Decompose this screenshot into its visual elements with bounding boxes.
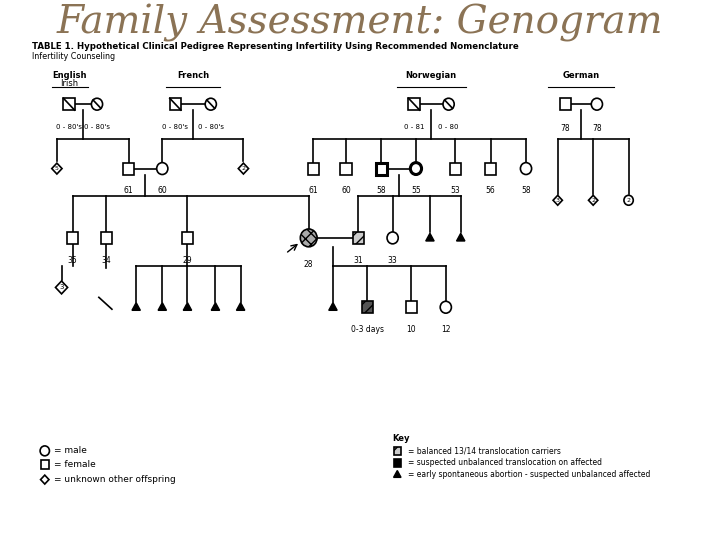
Circle shape	[440, 301, 451, 313]
Bar	[353, 232, 364, 244]
Polygon shape	[588, 195, 598, 205]
Text: Key: Key	[392, 435, 410, 443]
Text: 56: 56	[486, 186, 495, 195]
Text: 2: 2	[626, 198, 631, 202]
Text: 33: 33	[388, 256, 397, 265]
Text: 53: 53	[450, 186, 460, 195]
Text: German: German	[562, 71, 600, 80]
Text: Irish: Irish	[60, 79, 78, 89]
Text: = balanced 13/14 translocation carriers: = balanced 13/14 translocation carriers	[408, 447, 562, 455]
Text: 78: 78	[560, 124, 570, 133]
Polygon shape	[55, 281, 68, 294]
Text: 61: 61	[124, 186, 133, 195]
Bar	[67, 232, 78, 244]
Text: 0 - 80's: 0 - 80's	[56, 124, 82, 130]
Circle shape	[40, 446, 50, 456]
Text: 2: 2	[241, 166, 246, 171]
Polygon shape	[329, 302, 337, 310]
Bar	[182, 232, 193, 244]
Text: 0 - 80: 0 - 80	[438, 124, 459, 130]
Polygon shape	[394, 470, 401, 477]
Polygon shape	[184, 302, 192, 310]
Text: 34: 34	[102, 256, 111, 265]
Text: = unknown other offspring: = unknown other offspring	[54, 475, 176, 484]
Text: TABLE 1. Hypothetical Clinical Pedigree Representing Infertility Using Recommend: TABLE 1. Hypothetical Clinical Pedigree …	[32, 42, 518, 51]
Bar	[63, 98, 75, 110]
Polygon shape	[52, 163, 62, 174]
Circle shape	[300, 229, 317, 247]
Bar	[449, 163, 461, 174]
Polygon shape	[132, 302, 140, 310]
Text: 2: 2	[591, 198, 595, 202]
Text: 58: 58	[377, 186, 386, 195]
Text: 0 - 80's: 0 - 80's	[198, 124, 224, 130]
Text: 58: 58	[521, 186, 531, 195]
Text: 78: 78	[592, 124, 602, 133]
Circle shape	[157, 163, 168, 174]
Bar	[559, 98, 571, 110]
Polygon shape	[553, 195, 562, 205]
Polygon shape	[426, 233, 434, 241]
Circle shape	[443, 98, 454, 110]
Bar	[101, 232, 112, 244]
Text: = suspected unbalanced translocation on affected: = suspected unbalanced translocation on …	[408, 458, 603, 467]
Text: English: English	[52, 71, 86, 80]
Text: 12: 12	[441, 325, 451, 334]
Text: Infertility Counseling: Infertility Counseling	[32, 52, 114, 61]
Bar	[170, 98, 181, 110]
Text: French: French	[177, 71, 209, 80]
Text: Norwegian: Norwegian	[405, 71, 456, 80]
Polygon shape	[158, 302, 166, 310]
Polygon shape	[236, 302, 245, 310]
Text: 3: 3	[556, 198, 559, 202]
Circle shape	[410, 163, 421, 174]
Bar	[394, 447, 401, 455]
Bar	[376, 163, 387, 174]
Text: 3: 3	[59, 285, 64, 291]
Circle shape	[387, 232, 398, 244]
Text: Family Assessment: Genogram: Family Assessment: Genogram	[57, 4, 663, 42]
Bar	[362, 301, 373, 313]
Bar	[341, 163, 351, 174]
Polygon shape	[238, 163, 248, 174]
Text: = female: = female	[54, 460, 96, 469]
Polygon shape	[211, 302, 220, 310]
Text: 10: 10	[407, 325, 416, 334]
Circle shape	[205, 98, 217, 110]
Text: = early spontaneous abortion - suspected unbalanced affected: = early spontaneous abortion - suspected…	[408, 470, 651, 479]
Text: = male: = male	[54, 447, 87, 455]
Bar	[485, 163, 496, 174]
Bar	[307, 163, 319, 174]
Text: 55: 55	[411, 186, 420, 195]
Bar	[408, 98, 420, 110]
Text: 35: 35	[68, 256, 78, 265]
Text: 60: 60	[158, 186, 167, 195]
Circle shape	[521, 163, 531, 174]
Text: 0 - 80's: 0 - 80's	[84, 124, 110, 130]
Bar	[405, 301, 417, 313]
Text: 5: 5	[55, 166, 59, 171]
Text: 61: 61	[309, 186, 318, 195]
Text: 0 - 81: 0 - 81	[404, 124, 424, 130]
Bar	[394, 459, 401, 467]
Bar	[40, 460, 49, 469]
Polygon shape	[40, 475, 49, 484]
Text: 60: 60	[341, 186, 351, 195]
Circle shape	[591, 98, 603, 110]
Text: 0 - 80's: 0 - 80's	[162, 124, 189, 130]
Polygon shape	[456, 233, 465, 241]
Text: 28: 28	[304, 260, 313, 269]
Circle shape	[91, 98, 102, 110]
Text: 29: 29	[183, 256, 192, 265]
Circle shape	[624, 195, 634, 205]
Text: 31: 31	[354, 256, 363, 265]
Bar	[123, 163, 135, 174]
Text: 0-3 days: 0-3 days	[351, 325, 384, 334]
